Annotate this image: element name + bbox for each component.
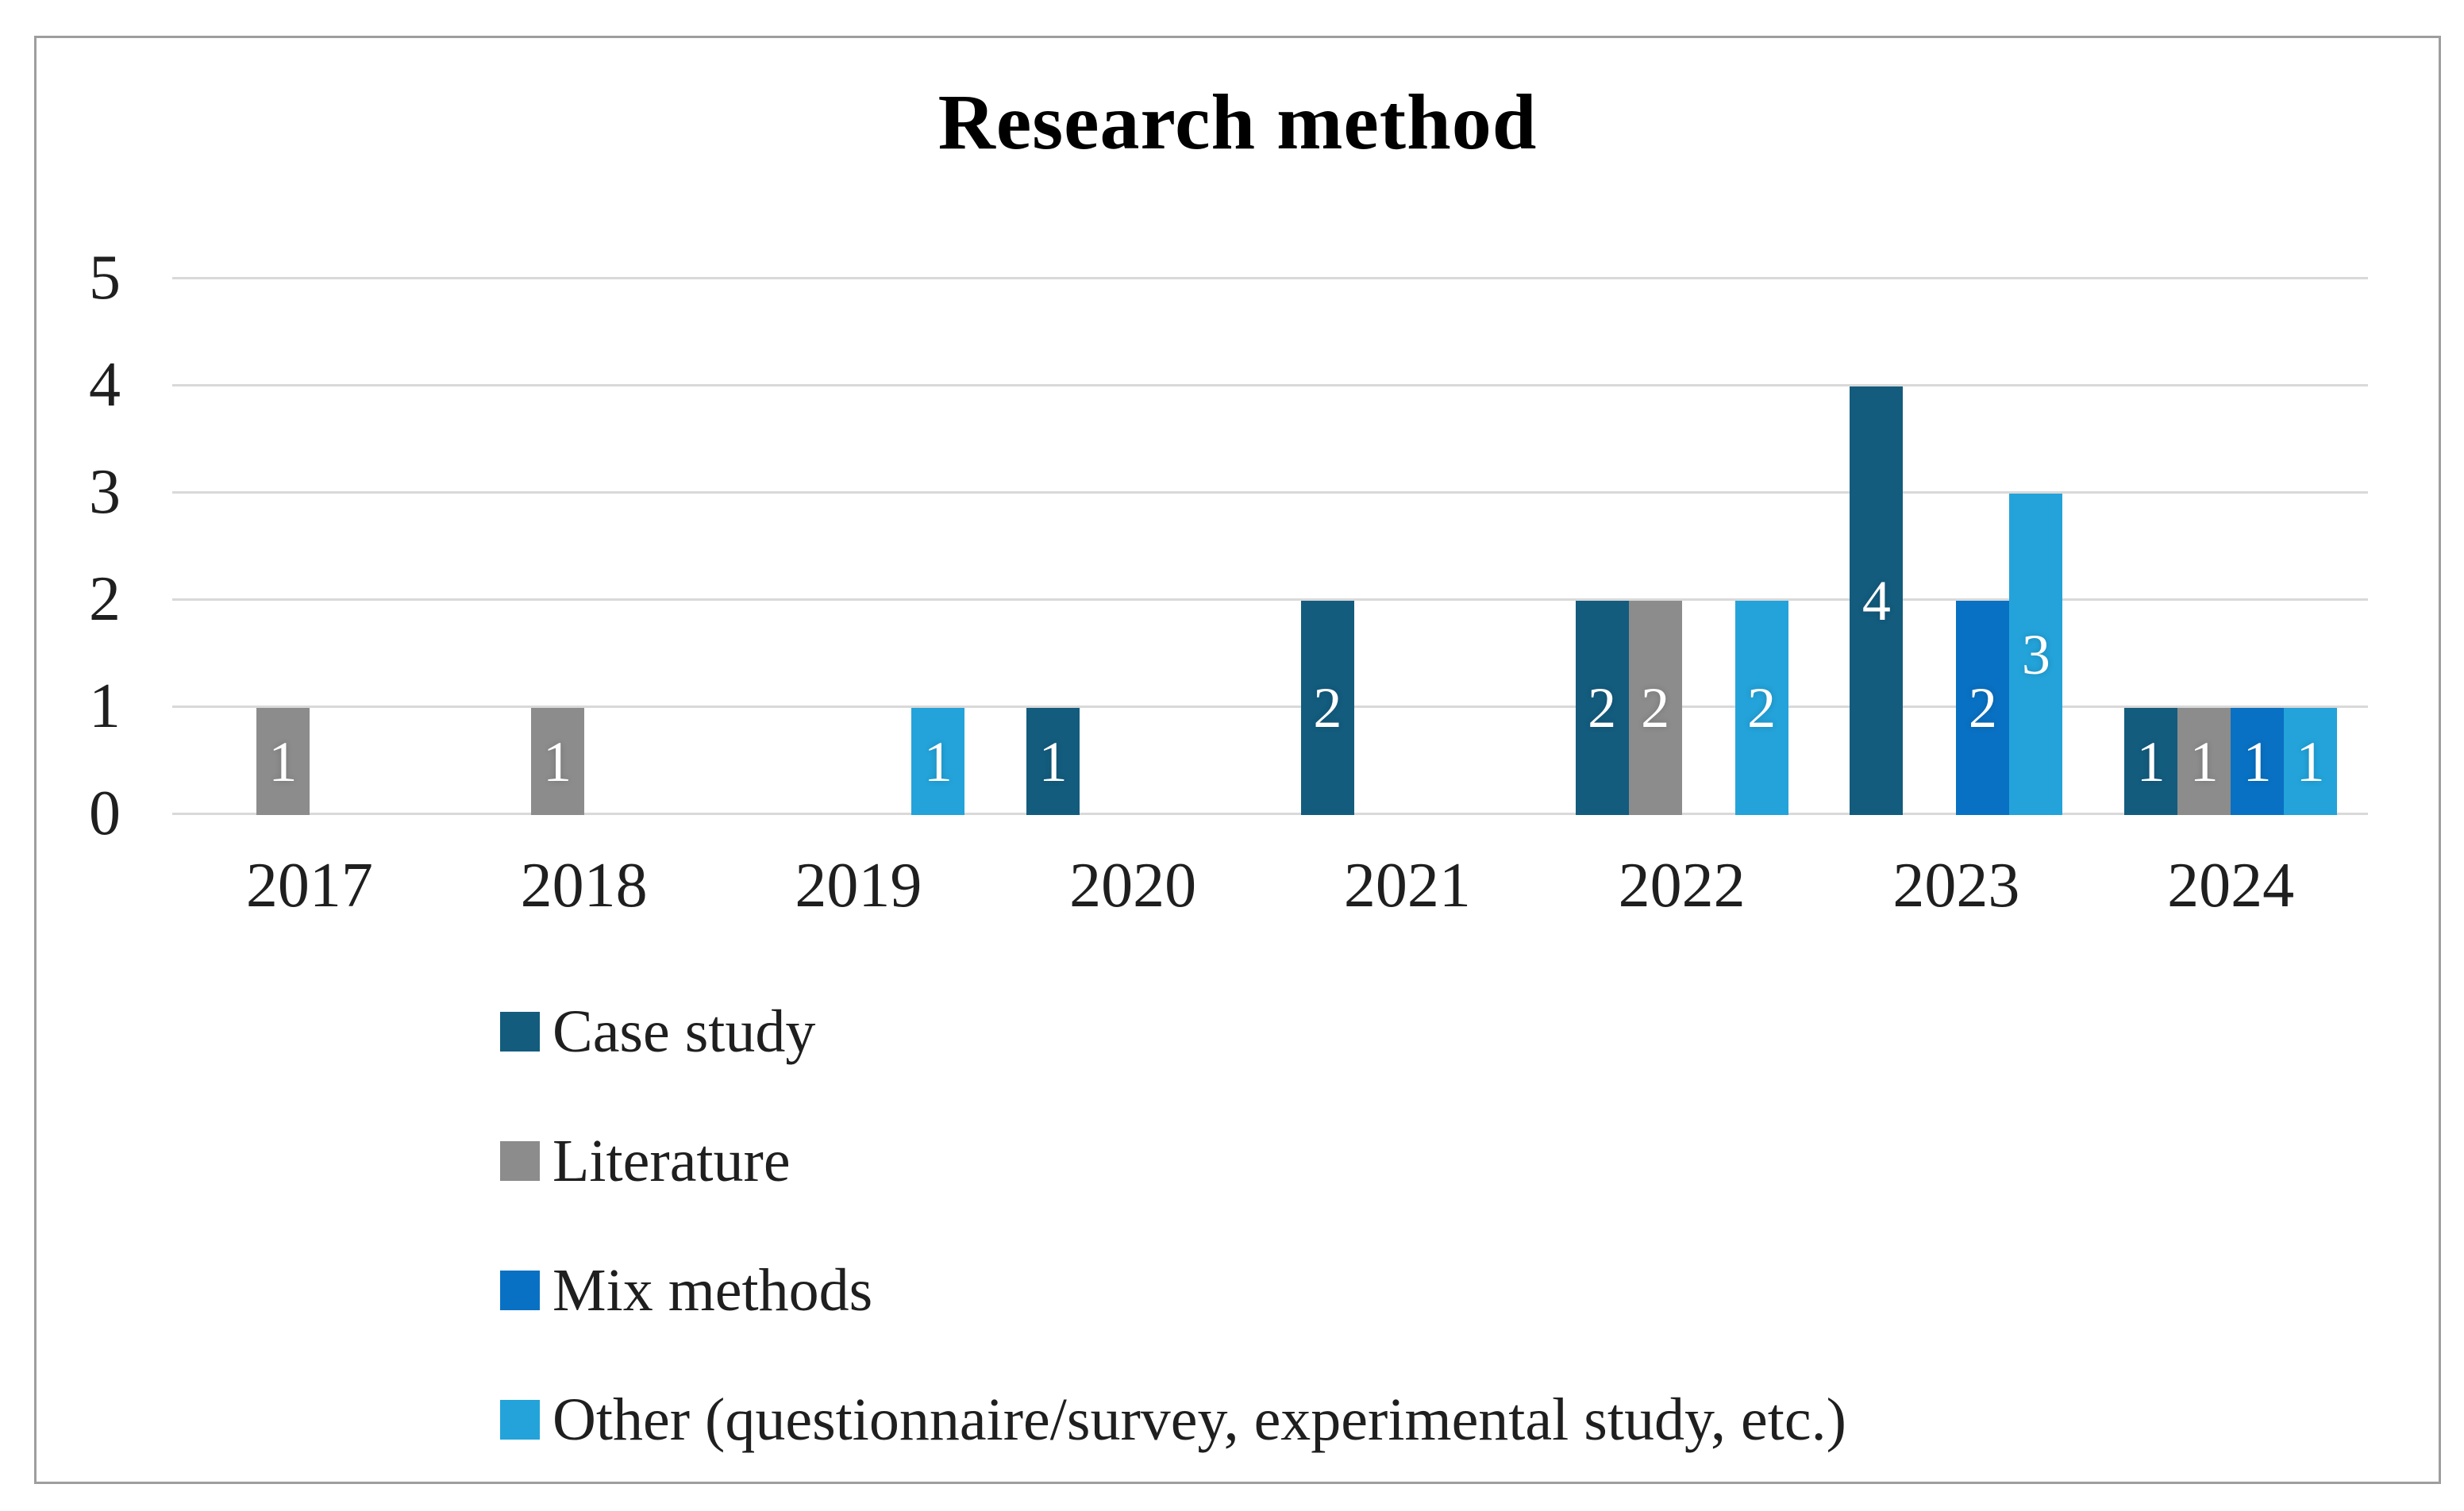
y-axis-tick-label: 2 — [89, 564, 121, 634]
bar-value-label: 1 — [268, 729, 298, 794]
bar-mix-methods-2023: 2 — [1956, 601, 2010, 815]
bar-value-label: 1 — [923, 729, 953, 794]
gridline — [172, 383, 2368, 386]
gridline — [172, 276, 2368, 279]
bar-other-questionnaire-surv-2022: 2 — [1734, 601, 1788, 815]
x-axis-tick-label: 2022 — [1618, 851, 1746, 921]
x-axis-tick-label: 2019 — [795, 851, 922, 921]
legend-label: Other (questionnaire/survey, experimenta… — [552, 1386, 1846, 1453]
x-axis-tick-label: 2021 — [1343, 851, 1471, 921]
bar-value-label: 2 — [1968, 676, 1997, 740]
gridline — [172, 705, 2368, 708]
bar-other-questionnaire-surv-2019: 1 — [911, 708, 965, 815]
legend-swatch-case-study — [500, 1012, 540, 1052]
bar-value-label: 3 — [2021, 622, 2050, 686]
bar-value-label: 1 — [1038, 729, 1068, 794]
legend-swatch-mix-methods — [500, 1271, 540, 1310]
legend-item-other-questionnaire-surv: Other (questionnaire/survey, experimenta… — [500, 1382, 1846, 1458]
bar-value-label: 4 — [1861, 569, 1891, 632]
gridline — [172, 598, 2368, 601]
bar-other-questionnaire-surv-2023: 3 — [2009, 494, 2063, 815]
y-axis-tick-label: 3 — [89, 457, 121, 527]
bar-value-label: 1 — [2296, 729, 2325, 794]
legend-label: Literature — [552, 1128, 791, 1194]
bar-other-questionnaire-surv-2024: 1 — [2284, 708, 2338, 815]
bar-value-label: 2 — [1313, 676, 1342, 740]
bar-case-study-2023: 4 — [1850, 386, 1904, 815]
gridline — [172, 812, 2368, 815]
bar-value-label: 2 — [1641, 676, 1670, 740]
bar-case-study-2021: 2 — [1300, 601, 1354, 815]
bar-literature-2022: 2 — [1628, 601, 1682, 815]
legend-label: Mix methods — [552, 1257, 873, 1324]
bar-case-study-2024: 1 — [2124, 708, 2178, 815]
bar-value-label: 1 — [2243, 729, 2272, 794]
x-axis-tick-label: 2024 — [2167, 851, 2295, 921]
legend-swatch-other-questionnaire-surv — [500, 1400, 540, 1440]
legend-item-mix-methods: Mix methods — [500, 1252, 1846, 1328]
bar-literature-2018: 1 — [530, 708, 584, 815]
y-axis-tick-label: 4 — [89, 350, 121, 420]
x-axis-tick-label: 2020 — [1069, 851, 1197, 921]
bar-literature-2017: 1 — [256, 708, 310, 815]
bar-literature-2024: 1 — [2177, 708, 2231, 815]
x-axis-tick-label: 2018 — [520, 851, 648, 921]
x-axis-tick-label: 2017 — [245, 851, 373, 921]
bar-value-label: 1 — [2136, 729, 2166, 794]
bar-case-study-2020: 1 — [1026, 708, 1080, 815]
y-axis-tick-label: 5 — [89, 243, 121, 313]
legend: Case study Literature Mix methods Other (qu… — [500, 994, 1846, 1511]
gridline — [172, 490, 2368, 494]
legend-item-literature: Literature — [500, 1123, 1846, 1199]
bar-mix-methods-2024: 1 — [2231, 708, 2285, 815]
bar-value-label: 1 — [543, 729, 572, 794]
legend-item-case-study: Case study — [500, 994, 1846, 1070]
bar-value-label: 1 — [2189, 729, 2219, 794]
legend-label: Case study — [552, 998, 816, 1065]
y-axis-tick-label: 1 — [89, 671, 121, 741]
bar-value-label: 2 — [1588, 676, 1617, 740]
x-axis-tick-label: 2023 — [1892, 851, 2020, 921]
chart-title: Research method — [937, 78, 1538, 166]
legend-swatch-literature — [500, 1141, 540, 1181]
bar-case-study-2022: 2 — [1575, 601, 1629, 815]
y-axis-tick-label: 0 — [89, 779, 121, 848]
bar-value-label: 2 — [1747, 676, 1777, 740]
